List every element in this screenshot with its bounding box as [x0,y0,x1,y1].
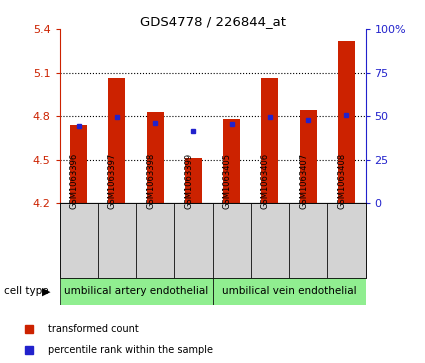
Bar [327,203,366,278]
Text: transformed count: transformed count [48,324,139,334]
Text: umbilical artery endothelial: umbilical artery endothelial [64,286,208,296]
Bar [174,203,212,278]
Bar [212,278,366,305]
Bar [338,41,355,203]
Text: GSM1063406: GSM1063406 [261,153,270,209]
Bar [212,203,251,278]
Bar [60,278,212,305]
Bar [223,119,240,203]
Text: GSM1063398: GSM1063398 [146,153,155,209]
Bar [108,78,125,203]
Text: percentile rank within the sample: percentile rank within the sample [48,345,213,355]
Text: GSM1063405: GSM1063405 [223,153,232,209]
Bar [185,158,202,203]
Text: cell type: cell type [4,286,49,297]
Bar [60,203,98,278]
Bar [136,203,174,278]
Bar [147,112,164,203]
Text: GSM1063396: GSM1063396 [70,153,79,209]
Title: GDS4778 / 226844_at: GDS4778 / 226844_at [139,15,286,28]
Bar [261,78,278,203]
Bar [98,203,136,278]
Text: GSM1063399: GSM1063399 [184,153,193,209]
Text: umbilical vein endothelial: umbilical vein endothelial [222,286,356,296]
Bar [251,203,289,278]
Bar [289,203,327,278]
Text: ▶: ▶ [42,286,50,297]
Text: GSM1063408: GSM1063408 [337,153,346,209]
Bar [70,125,87,203]
Bar [300,110,317,203]
Text: GSM1063407: GSM1063407 [299,153,308,209]
Text: GSM1063397: GSM1063397 [108,153,117,209]
